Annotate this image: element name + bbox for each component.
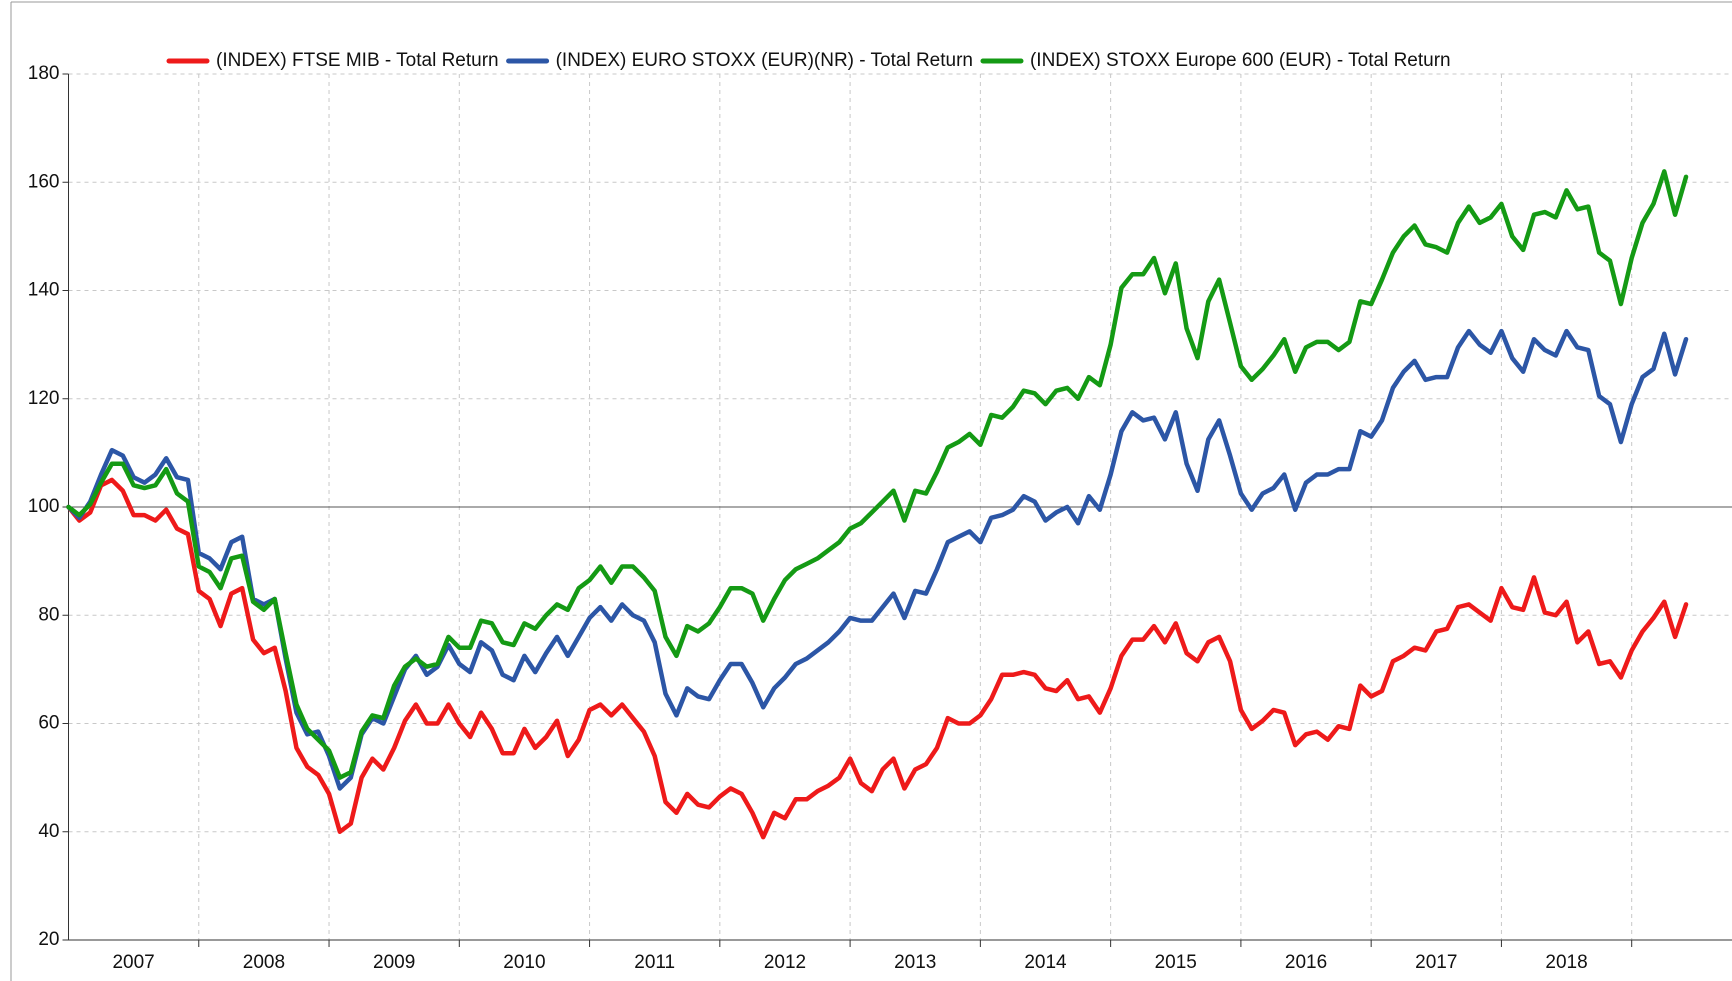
series-line [66, 169, 1689, 780]
legend: (INDEX) FTSE MIB - Total Return (INDEX) E… [166, 50, 1451, 71]
x-tick-label: 2017 [1415, 952, 1457, 973]
y-tick-label: 180 [28, 63, 60, 84]
x-tick-label: 2016 [1285, 952, 1327, 973]
y-tick-label: 100 [28, 496, 60, 517]
series-line [66, 477, 1689, 840]
legend-label: (INDEX) FTSE MIB - Total Return [216, 50, 499, 71]
x-tick-label: 2013 [894, 952, 936, 973]
x-tick-label: 2010 [503, 952, 545, 973]
legend-label: (INDEX) EURO STOXX (EUR)(NR) - Total Ret… [556, 50, 973, 71]
x-tick-label: 2007 [112, 952, 154, 973]
y-tick-label: 20 [38, 929, 59, 950]
y-tick-label: 40 [38, 821, 59, 842]
x-tick-label: 2008 [243, 952, 285, 973]
x-tick-label: 2009 [373, 952, 415, 973]
x-tick-label: 2018 [1545, 952, 1587, 973]
y-tick-label: 120 [28, 388, 60, 409]
x-tick-label: 2014 [1024, 952, 1067, 973]
y-tick-label: 160 [28, 171, 60, 192]
y-tick-label: 60 [38, 713, 59, 734]
x-tick-label: 2011 [634, 952, 675, 973]
series-line [66, 328, 1689, 791]
x-tick-label: 2015 [1155, 952, 1197, 973]
y-tick-label: 140 [28, 280, 60, 301]
legend-label: (INDEX) STOXX Europe 600 (EUR) - Total R… [1030, 50, 1451, 71]
y-tick-label: 80 [38, 604, 59, 625]
x-tick-label: 2012 [764, 952, 806, 973]
